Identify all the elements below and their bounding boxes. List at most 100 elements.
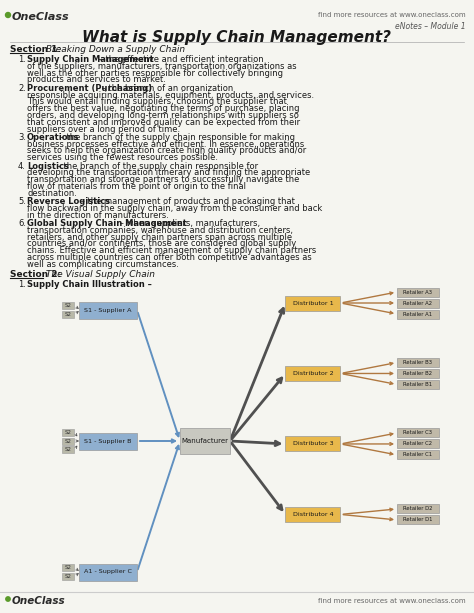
FancyBboxPatch shape (62, 573, 74, 580)
FancyBboxPatch shape (397, 287, 439, 297)
Text: – the branch of the supply chain responsible for making: – the branch of the supply chain respons… (57, 133, 295, 142)
Text: Section 1:: Section 1: (10, 45, 61, 54)
Text: across multiple countries can offer both competitive advantages as: across multiple countries can offer both… (27, 253, 312, 262)
Text: in the direction of manufacturers.: in the direction of manufacturers. (27, 211, 169, 219)
FancyBboxPatch shape (397, 504, 439, 514)
Text: Logistics: Logistics (27, 161, 69, 170)
FancyBboxPatch shape (79, 302, 137, 319)
Text: – when suppliers, manufacturers,: – when suppliers, manufacturers, (117, 219, 260, 228)
FancyBboxPatch shape (62, 446, 74, 453)
Text: S1 - Supplier A: S1 - Supplier A (84, 308, 132, 313)
Circle shape (6, 12, 10, 18)
FancyBboxPatch shape (62, 438, 74, 444)
Text: seeks to help the organization create high quality products and/or: seeks to help the organization create hi… (27, 147, 306, 156)
Text: chains. Effective and efficient management of supply chain partners: chains. Effective and efficient manageme… (27, 246, 316, 255)
Text: Retailer B3: Retailer B3 (403, 360, 432, 365)
Text: business processes effective and efficient. In essence, operations: business processes effective and efficie… (27, 140, 304, 148)
Text: Distributor 4: Distributor 4 (292, 512, 333, 517)
Text: well as complicating circumstances.: well as complicating circumstances. (27, 260, 179, 268)
FancyBboxPatch shape (62, 311, 74, 318)
Text: Manufacturer: Manufacturer (182, 438, 228, 444)
Text: This would entail finding suppliers, choosing the supplier that: This would entail finding suppliers, cho… (27, 97, 287, 106)
Text: 1.: 1. (18, 55, 26, 64)
FancyBboxPatch shape (285, 366, 340, 381)
Text: services using the fewest resources possible.: services using the fewest resources poss… (27, 153, 218, 162)
Text: Retailer A2: Retailer A2 (403, 300, 433, 305)
FancyBboxPatch shape (397, 440, 439, 449)
FancyBboxPatch shape (62, 302, 74, 309)
FancyBboxPatch shape (285, 507, 340, 522)
Text: developing the transportation itinerary and finding the appropriate: developing the transportation itinerary … (27, 169, 310, 177)
Text: well as the other parties responsible for collectively bringing: well as the other parties responsible fo… (27, 69, 283, 78)
FancyBboxPatch shape (397, 310, 439, 319)
Text: S2: S2 (64, 574, 72, 579)
Text: 3.: 3. (18, 133, 26, 142)
Text: Retailer B2: Retailer B2 (403, 371, 433, 376)
Text: Procurement (Purchasing): Procurement (Purchasing) (27, 84, 152, 93)
Text: 5.: 5. (18, 197, 26, 206)
Text: Retailer C3: Retailer C3 (403, 430, 432, 435)
Text: transportation and storage partners to successfully navigate the: transportation and storage partners to s… (27, 175, 300, 184)
Text: Retailer B1: Retailer B1 (403, 382, 433, 387)
Text: OneClass: OneClass (12, 596, 65, 606)
Text: Distributor 3: Distributor 3 (292, 441, 333, 446)
Text: Supply Chain Management: Supply Chain Management (27, 55, 154, 64)
Text: Retailer D2: Retailer D2 (403, 506, 433, 511)
FancyBboxPatch shape (285, 295, 340, 311)
Text: S2: S2 (64, 438, 72, 443)
Text: – the branch of an organization: – the branch of an organization (99, 84, 233, 93)
Text: Supply Chain Illustration –: Supply Chain Illustration – (27, 280, 152, 289)
Text: S1 - Supplier B: S1 - Supplier B (84, 438, 132, 443)
Text: flow of materials from the point of origin to the final: flow of materials from the point of orig… (27, 182, 246, 191)
Text: Retailer D1: Retailer D1 (403, 517, 433, 522)
Text: The Visual Supply Chain: The Visual Supply Chain (43, 270, 155, 279)
FancyBboxPatch shape (79, 563, 137, 581)
Text: retailers, and other supply chain partners span across multiple: retailers, and other supply chain partne… (27, 232, 292, 242)
Text: – the management of products and packaging that: – the management of products and packagi… (78, 197, 295, 206)
Text: OneClass: OneClass (12, 12, 70, 22)
Text: Retailer C1: Retailer C1 (403, 452, 433, 457)
Text: flow backward in the supply chain, away from the consumer and back: flow backward in the supply chain, away … (27, 204, 322, 213)
Text: – the effective and efficient integration: – the effective and efficient integratio… (96, 55, 264, 64)
Circle shape (6, 597, 10, 601)
Text: A1 - Supplier C: A1 - Supplier C (84, 569, 132, 574)
Text: Retailer A3: Retailer A3 (403, 289, 432, 294)
Text: S2: S2 (64, 447, 72, 452)
FancyBboxPatch shape (180, 428, 230, 454)
Text: S2: S2 (64, 312, 72, 317)
Text: find more resources at www.oneclass.com: find more resources at www.oneclass.com (319, 598, 466, 604)
Text: find more resources at www.oneclass.com: find more resources at www.oneclass.com (319, 12, 466, 18)
Text: orders, and developing long-term relationships with suppliers so: orders, and developing long-term relatio… (27, 111, 299, 120)
Text: countries and/or continents, those are considered global supply: countries and/or continents, those are c… (27, 239, 296, 248)
FancyBboxPatch shape (79, 433, 137, 449)
Text: eNotes – Module 1: eNotes – Module 1 (395, 22, 466, 31)
Text: suppliers over a long period of time.: suppliers over a long period of time. (27, 124, 180, 134)
Text: offers the best value, negotiating the terms of purchase, placing: offers the best value, negotiating the t… (27, 104, 300, 113)
Text: S2: S2 (64, 565, 72, 570)
Text: 1.: 1. (18, 280, 26, 289)
FancyBboxPatch shape (397, 451, 439, 460)
FancyBboxPatch shape (285, 436, 340, 451)
FancyBboxPatch shape (397, 380, 439, 389)
Text: that consistent and improved quality can be expected from their: that consistent and improved quality can… (27, 118, 300, 127)
FancyBboxPatch shape (62, 429, 74, 436)
Text: Distributor 2: Distributor 2 (292, 371, 333, 376)
Text: transportation companies, warehouse and distribution centers,: transportation companies, warehouse and … (27, 226, 293, 235)
Text: Distributor 1: Distributor 1 (292, 300, 333, 305)
Text: Global Supply Chain Management: Global Supply Chain Management (27, 219, 187, 228)
Text: responsible acquiring materials, equipment, products, and services.: responsible acquiring materials, equipme… (27, 91, 314, 99)
Text: 6.: 6. (18, 219, 26, 228)
Text: Section 2:: Section 2: (10, 270, 61, 279)
FancyBboxPatch shape (397, 428, 439, 438)
FancyBboxPatch shape (397, 369, 439, 378)
Text: S2: S2 (64, 430, 72, 435)
Text: S2: S2 (64, 303, 72, 308)
FancyBboxPatch shape (62, 564, 74, 571)
Text: What is Supply Chain Management?: What is Supply Chain Management? (82, 30, 392, 45)
FancyBboxPatch shape (397, 358, 439, 367)
Text: Retailer A1: Retailer A1 (403, 311, 433, 316)
FancyBboxPatch shape (397, 299, 439, 308)
Text: of the suppliers, manufacturers, transportation organizations as: of the suppliers, manufacturers, transpo… (27, 62, 297, 70)
Text: 4.: 4. (18, 161, 26, 170)
FancyBboxPatch shape (397, 516, 439, 525)
